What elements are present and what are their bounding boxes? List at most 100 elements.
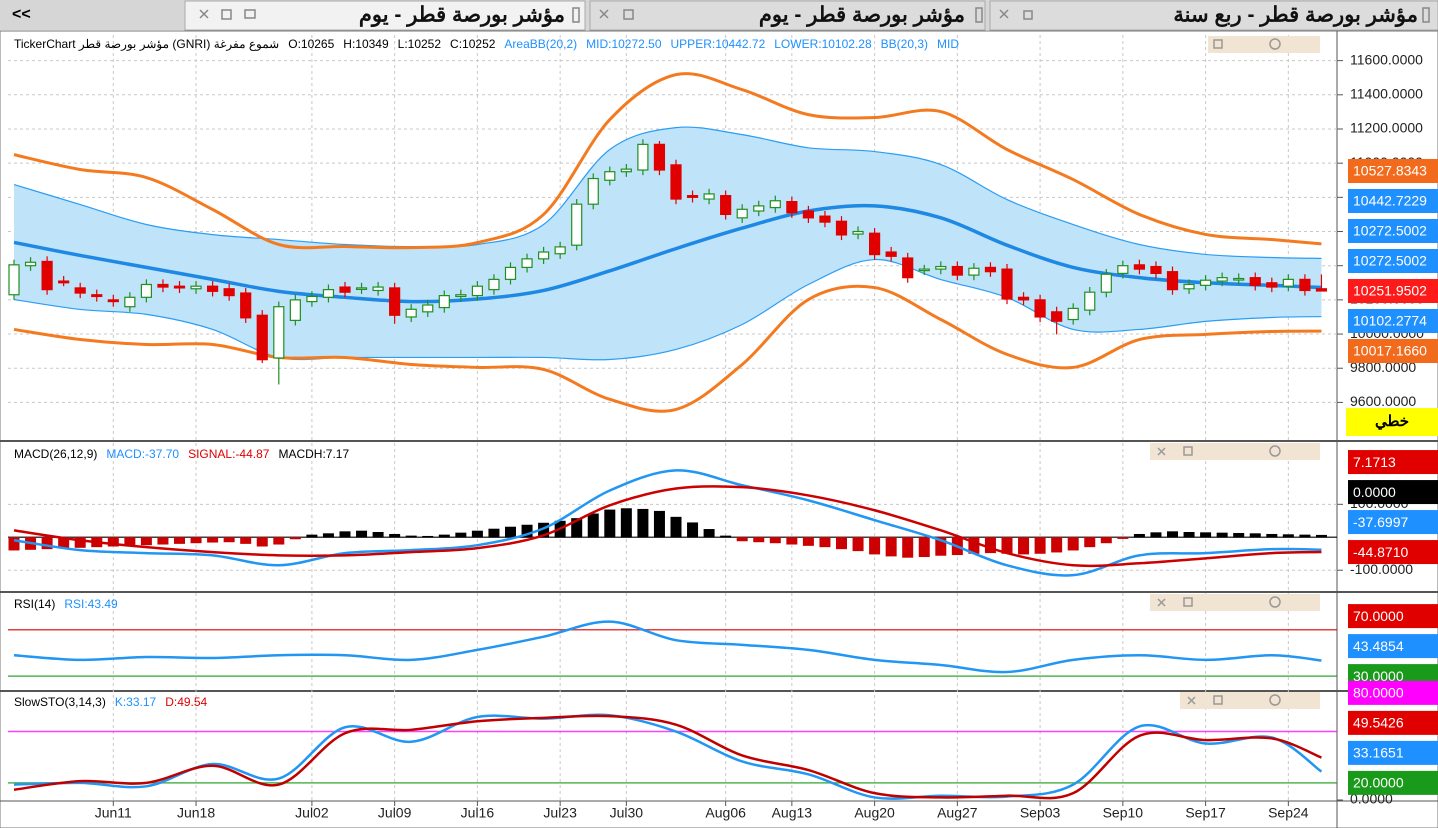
histogram-bar — [1216, 532, 1228, 538]
histogram-bar — [389, 533, 401, 538]
legend-item: D:49.54 — [165, 695, 207, 709]
histogram-bar — [885, 537, 897, 557]
candle-body — [339, 286, 351, 293]
candle-body — [107, 299, 119, 303]
candle-body — [389, 287, 401, 316]
panel-toolbar[interactable] — [1150, 36, 1320, 709]
histogram-bar — [405, 535, 417, 538]
histogram-bar — [1018, 537, 1030, 555]
tab-title[interactable]: مؤشر بورصة قطر - يوم — [359, 4, 565, 28]
price-tag-label: 10442.7229 — [1353, 193, 1427, 209]
candle-body — [521, 258, 533, 269]
price-tag-label: 10272.5002 — [1353, 253, 1427, 269]
histogram-bar — [505, 526, 516, 538]
candle-body — [1216, 277, 1228, 282]
band-line — [13, 72, 1322, 250]
histogram-bar — [902, 537, 914, 558]
price-tag — [1348, 278, 1438, 303]
histogram-bar — [786, 537, 798, 545]
histogram-bar — [935, 537, 947, 556]
candle-body — [1299, 278, 1311, 292]
mode-box[interactable] — [1346, 408, 1438, 436]
candle-body — [686, 195, 699, 198]
price-tag — [1348, 218, 1438, 243]
candle-body — [968, 267, 980, 276]
indicator-line — [13, 620, 1322, 674]
histogram-bar — [107, 537, 119, 547]
candle-body — [124, 296, 136, 308]
histogram-bar — [869, 537, 881, 555]
candle-body — [455, 294, 467, 298]
histogram-bar — [256, 537, 268, 547]
histogram-bar — [471, 530, 483, 538]
candle-body — [1315, 288, 1328, 292]
candle-body — [289, 299, 301, 321]
histogram-bar — [306, 534, 318, 538]
band-line — [13, 258, 1322, 361]
legend-item: SIGNAL:-44.87 — [188, 447, 270, 461]
candle-body — [8, 264, 20, 296]
price-tag-label: 30.0000 — [1353, 668, 1404, 684]
histogram-bar — [174, 537, 185, 544]
x-tick-label: Sep17 — [1185, 805, 1226, 821]
candle-body — [670, 164, 682, 200]
price-tag-label: 0.0000 — [1353, 484, 1396, 500]
tab-title[interactable]: مؤشر بورصة قطر - يوم — [759, 4, 965, 28]
price-tag-label: 70.0000 — [1353, 608, 1404, 624]
price-tag-label: -37.6997 — [1353, 514, 1408, 530]
histogram-bar — [372, 532, 384, 538]
histogram-bar — [438, 534, 450, 538]
legend-item: H:10349 — [343, 37, 389, 51]
price-tag — [1348, 710, 1438, 735]
price-tag — [1348, 740, 1438, 765]
x-tick-label: Aug20 — [854, 805, 895, 821]
price-tag-label: 10251.9502 — [1353, 283, 1427, 299]
price-tag-label: 43.4854 — [1353, 638, 1404, 654]
candle-body — [571, 203, 583, 246]
tab[interactable] — [989, 0, 1438, 31]
histogram-bar — [1167, 531, 1178, 538]
histogram-bar — [819, 537, 831, 548]
x-tick-label: Jul16 — [461, 805, 495, 821]
band-line — [13, 126, 1322, 259]
plot — [8, 713, 1337, 800]
histogram-bar — [1183, 532, 1195, 538]
histogram-bar — [720, 535, 732, 538]
price-tag-label: 49.5426 — [1353, 715, 1404, 731]
legend-item: BB(20,3) — [881, 37, 928, 51]
nav-button[interactable]: << — [12, 6, 31, 23]
plot — [8, 620, 1337, 677]
histogram-bar — [41, 537, 53, 550]
legend-item: RSI(14) — [14, 597, 55, 611]
candle-body — [91, 294, 103, 298]
x-tick-label: Sep24 — [1268, 805, 1309, 821]
candle-body — [1266, 282, 1278, 288]
candle-body — [587, 177, 599, 205]
candle-body — [58, 280, 70, 284]
tab[interactable] — [589, 0, 986, 31]
candle-body — [653, 143, 666, 171]
histogram-bar — [620, 508, 632, 538]
histogram-bar — [1100, 537, 1112, 544]
candle-body — [769, 200, 781, 209]
mode-label[interactable]: خطي — [1375, 413, 1409, 431]
y-tick-label: -100.0000 — [1350, 561, 1413, 577]
indicator-line — [13, 485, 1322, 568]
histogram-bar — [918, 537, 930, 558]
histogram-bar — [836, 537, 847, 550]
x-tick-label: Sep10 — [1103, 805, 1144, 821]
tab-title[interactable]: مؤشر بورصة قطر - ربع سنة — [1173, 4, 1418, 28]
candle-body — [620, 168, 632, 173]
legend-item: MID — [937, 37, 959, 51]
tab[interactable] — [184, 0, 586, 31]
candle-body — [1150, 265, 1162, 274]
x-tick-label: Jul30 — [610, 805, 644, 821]
histogram-bar — [322, 533, 334, 538]
candle-body — [984, 266, 997, 273]
candle-body — [140, 283, 152, 298]
legend-item: O:10265 — [288, 37, 334, 51]
candle-body — [1166, 271, 1179, 291]
price-tag — [1348, 634, 1438, 659]
candle-body — [951, 265, 963, 276]
